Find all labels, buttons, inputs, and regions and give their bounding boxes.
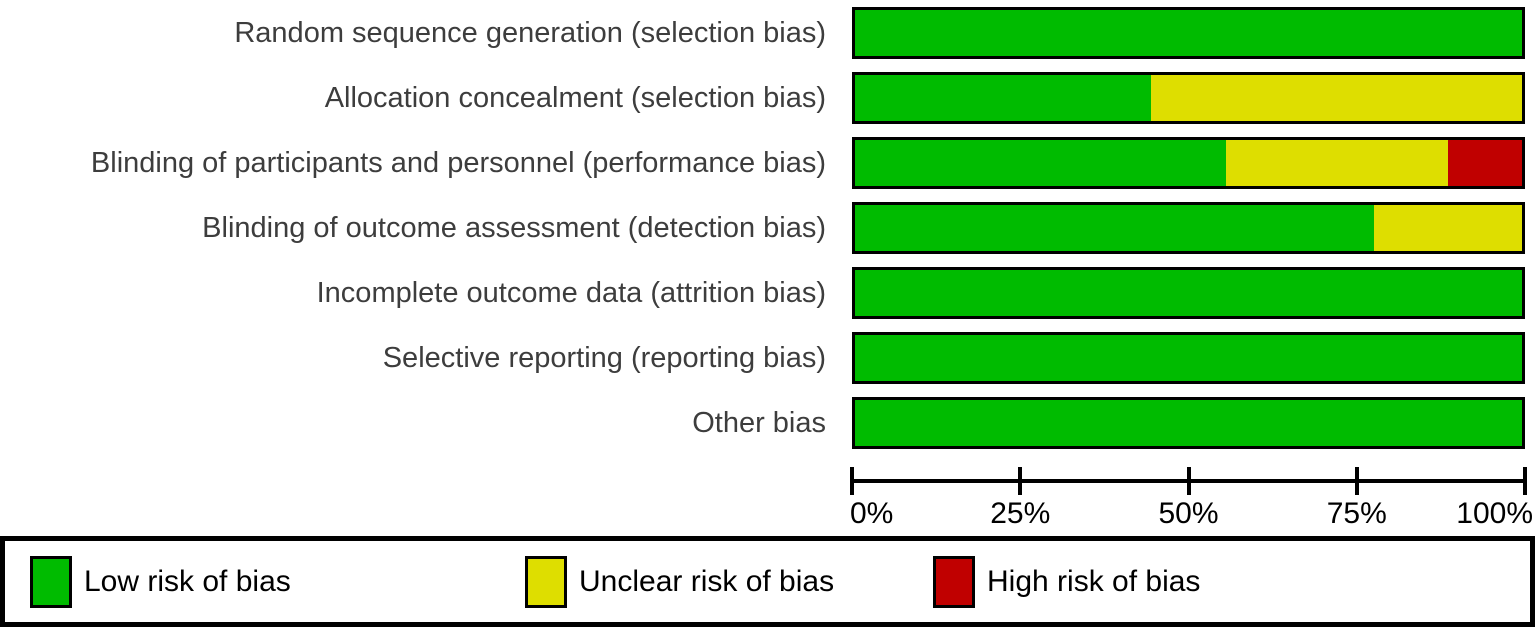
risk-bar-row: Other bias (0, 397, 1535, 449)
category-label: Incomplete outcome data (attrition bias) (316, 276, 826, 309)
category-label: Other bias (692, 406, 826, 439)
bar-segment-unclear (1373, 205, 1522, 251)
x-axis: 0% 25% 50% 75% 100% (850, 467, 1533, 530)
legend-item-high: High risk of bias (933, 541, 1200, 622)
axis-tick-label: 25% (990, 497, 1051, 530)
bar-rows-container: Random sequence generation (selection bi… (0, 7, 1535, 449)
axis-tick (850, 467, 854, 495)
axis-tick (1018, 467, 1023, 495)
axis-tick-label: 0% (850, 497, 894, 530)
axis-tick-label: 100% (1456, 497, 1533, 530)
legend-item-unclear: Unclear risk of bias (525, 541, 834, 622)
axis-tick-label: 75% (1326, 497, 1387, 530)
risk-bar-row: Selective reporting (reporting bias) (0, 332, 1535, 384)
legend-box: Low risk of bias Unclear risk of bias High… (0, 536, 1535, 627)
axis-tick-label: 50% (1158, 497, 1219, 530)
bar-segment-low (855, 10, 1522, 56)
risk-bar-row: Incomplete outcome data (attrition bias) (0, 267, 1535, 319)
bar-segment-high (1447, 140, 1522, 186)
risk-bar-row: Allocation concealment (selection bias) (0, 72, 1535, 124)
stacked-bar (852, 202, 1525, 254)
category-label: Selective reporting (reporting bias) (382, 341, 826, 374)
category-label: Random sequence generation (selection bi… (234, 16, 826, 49)
category-label: Blinding of outcome assessment (detectio… (202, 211, 826, 244)
risk-bar-row: Blinding of outcome assessment (detectio… (0, 202, 1535, 254)
stacked-bar (852, 397, 1525, 449)
legend-swatch (30, 555, 72, 608)
bar-segment-unclear (1225, 140, 1448, 186)
legend-label: Low risk of bias (84, 564, 291, 598)
axis-tick (1523, 467, 1527, 495)
bar-segment-low (855, 270, 1522, 316)
risk-bar-row: Blinding of participants and personnel (… (0, 137, 1535, 189)
category-label: Blinding of participants and personnel (… (90, 146, 826, 179)
axis-tick (1354, 467, 1359, 495)
risk-bar-row: Random sequence generation (selection bi… (0, 7, 1535, 59)
legend-label: Unclear risk of bias (579, 564, 835, 598)
category-label: Allocation concealment (selection bias) (324, 81, 826, 114)
bar-segment-low (855, 400, 1522, 446)
stacked-bar (852, 137, 1525, 189)
stacked-bar (852, 7, 1525, 59)
stacked-bar (852, 332, 1525, 384)
bar-segment-low (855, 140, 1226, 186)
legend-label: High risk of bias (987, 564, 1201, 598)
legend-item-low: Low risk of bias (30, 541, 291, 622)
bar-segment-low (855, 205, 1374, 251)
bar-segment-low (855, 75, 1152, 121)
stacked-bar (852, 267, 1525, 319)
legend-swatch (525, 555, 567, 608)
legend-swatch (933, 555, 975, 608)
axis-tick (1186, 467, 1191, 495)
bar-segment-low (855, 335, 1522, 381)
bar-segment-unclear (1151, 75, 1522, 121)
stacked-bar (852, 72, 1525, 124)
